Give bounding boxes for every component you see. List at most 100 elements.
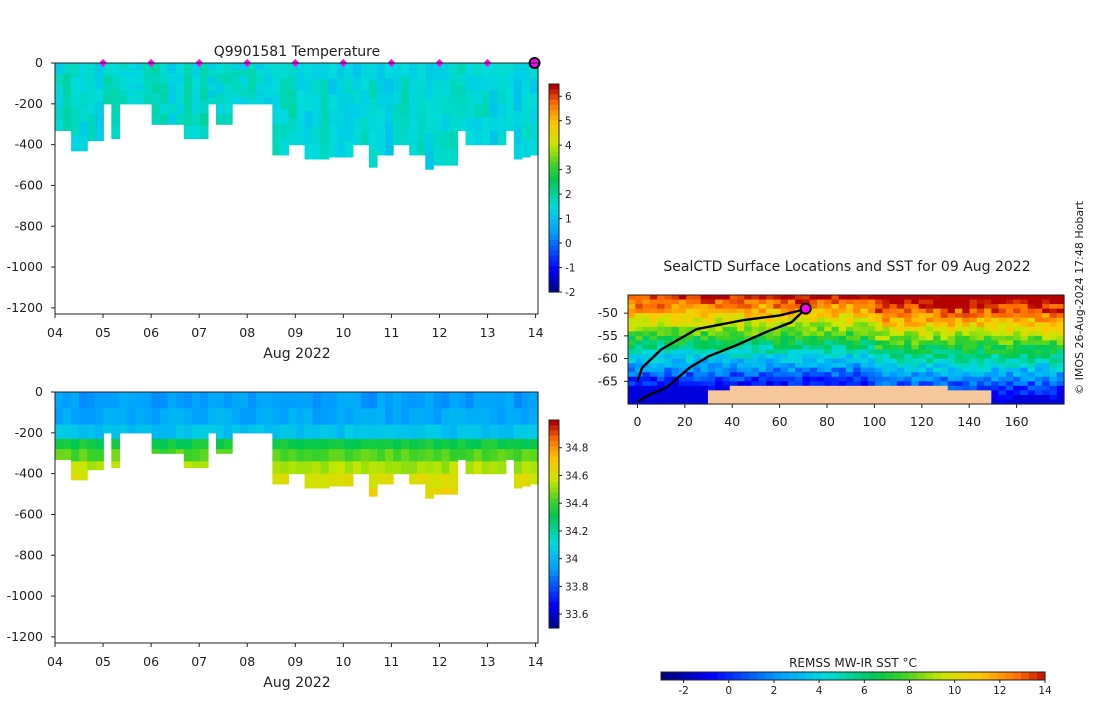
salinity-cell [159, 392, 169, 409]
sst-cell [671, 322, 680, 328]
salinity-cell [425, 408, 434, 426]
salinity-cell [352, 408, 362, 426]
sst-cell [773, 367, 782, 373]
sst-cell [1049, 376, 1058, 382]
sst-cell [925, 363, 934, 369]
sst-cell [860, 295, 869, 301]
salinity-cell [489, 424, 499, 440]
sst-cell [976, 372, 985, 378]
land-cell [751, 399, 760, 405]
sst-cell [1049, 335, 1058, 342]
sst-cell [649, 308, 658, 314]
sst-cell [831, 344, 840, 351]
sst-cell [1005, 363, 1014, 369]
temperature-cell [191, 63, 201, 77]
sst-cell [1056, 304, 1065, 310]
sst-cell [722, 358, 731, 364]
temperature-cell [377, 78, 386, 95]
sst-cell [998, 399, 1007, 405]
colorbar-segment [549, 524, 559, 530]
sst-cell [846, 340, 854, 346]
sst-cell [758, 381, 767, 387]
temperature-cell [63, 85, 72, 98]
salinity-cell [328, 473, 338, 487]
sst-cell [700, 354, 709, 360]
sst-cell [918, 335, 927, 342]
sst-cell [722, 299, 731, 305]
sst-cell [940, 381, 949, 387]
land-cell [831, 399, 840, 405]
salinity-cell [175, 438, 185, 450]
salinity-cell [385, 424, 394, 440]
temperature-cell [288, 131, 298, 146]
temperature-cell [63, 119, 72, 131]
sst-cell [751, 363, 760, 369]
sst-cell [911, 313, 920, 319]
sst-cell [1005, 295, 1014, 301]
land-cell [925, 385, 934, 391]
sst-cell [904, 354, 912, 360]
sst-cell [1020, 381, 1029, 387]
temperature-cell [465, 103, 475, 119]
land-cell [947, 390, 956, 396]
sst-cell [649, 399, 658, 405]
sst-cell [991, 331, 1000, 337]
land-cell [904, 399, 912, 405]
land-cell [787, 390, 796, 396]
salinity-cell [288, 392, 298, 409]
sst-cell [867, 313, 876, 319]
temperature-cell [449, 131, 459, 149]
sst-colorbar-segment [765, 672, 774, 680]
salinity-cell [360, 392, 370, 409]
temperature-cell [151, 114, 161, 125]
sst-cell [700, 322, 709, 328]
sst-colorbar-segment [981, 672, 990, 680]
sst-cell [853, 349, 862, 355]
sst-colorbar-tick-label: 0 [725, 685, 732, 697]
salinity-cell [360, 424, 370, 440]
sst-cell [737, 295, 745, 301]
sst-cell [984, 299, 992, 305]
sst-cell [911, 376, 920, 382]
temperature-cell [513, 63, 523, 80]
sst-cell [787, 299, 796, 305]
colorbar-segment [549, 188, 559, 194]
sst-cell [1056, 308, 1065, 314]
sst-cell [1049, 331, 1058, 337]
salinity-cell [401, 438, 410, 450]
salinity-cell [377, 473, 386, 485]
sst-cell [686, 322, 694, 328]
temperature-cell [377, 108, 386, 125]
sst-cell [678, 331, 687, 337]
salinity-cell [385, 408, 394, 426]
sst-cell [758, 299, 767, 305]
temperature-cell [360, 103, 370, 119]
sst-cell [715, 326, 724, 332]
salinity-cell [336, 473, 346, 487]
sst-cell [795, 381, 803, 387]
colorbar-tick-label: 33.6 [565, 609, 589, 621]
map-y-tick-label: -50 [598, 305, 618, 320]
sst-cell [1034, 299, 1043, 305]
temperature-cell [401, 103, 410, 119]
sst-cell [875, 354, 883, 360]
temperature-cell [216, 83, 225, 95]
sst-cell [649, 381, 658, 387]
sst-cell [657, 335, 665, 342]
sst-cell [933, 335, 942, 342]
sst-cell [693, 376, 702, 382]
salinity-cell [55, 392, 64, 409]
sst-cell [955, 295, 963, 301]
temperature-cell [465, 117, 475, 132]
sst-cell [904, 349, 912, 355]
sst-colorbar-segment [893, 672, 902, 680]
temperature-cell [127, 69, 137, 78]
temperature-cell [473, 103, 483, 119]
temperature-cell [457, 119, 467, 131]
salinity-cell [216, 392, 225, 409]
colorbar-segment [549, 425, 559, 431]
x-tick-label: 09 [287, 654, 303, 669]
salinity-cell [175, 449, 185, 454]
sst-cell [1034, 385, 1043, 391]
sst-cell [846, 313, 854, 319]
